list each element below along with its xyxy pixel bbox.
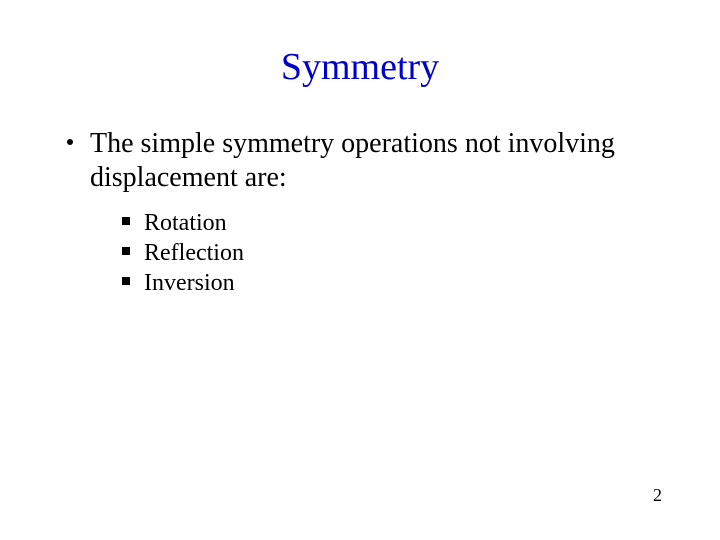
list-item: Reflection bbox=[122, 238, 660, 268]
slide: Symmetry The simple symmetry operations … bbox=[0, 0, 720, 540]
body-text: The simple symmetry operations not invol… bbox=[90, 128, 615, 193]
square-bullet-icon bbox=[122, 277, 130, 285]
sub-item-label: Reflection bbox=[144, 240, 244, 266]
bullet-dot-icon bbox=[67, 139, 73, 145]
page-number: 2 bbox=[653, 485, 662, 506]
square-bullet-icon bbox=[122, 217, 130, 225]
sub-list: Rotation Reflection Inversion bbox=[60, 208, 660, 298]
list-item: Inversion bbox=[122, 268, 660, 298]
square-bullet-icon bbox=[122, 247, 130, 255]
list-item: Rotation bbox=[122, 208, 660, 238]
sub-item-label: Rotation bbox=[144, 210, 227, 236]
body-bullet: The simple symmetry operations not invol… bbox=[60, 127, 660, 194]
sub-item-label: Inversion bbox=[144, 270, 235, 296]
slide-title: Symmetry bbox=[60, 45, 660, 89]
